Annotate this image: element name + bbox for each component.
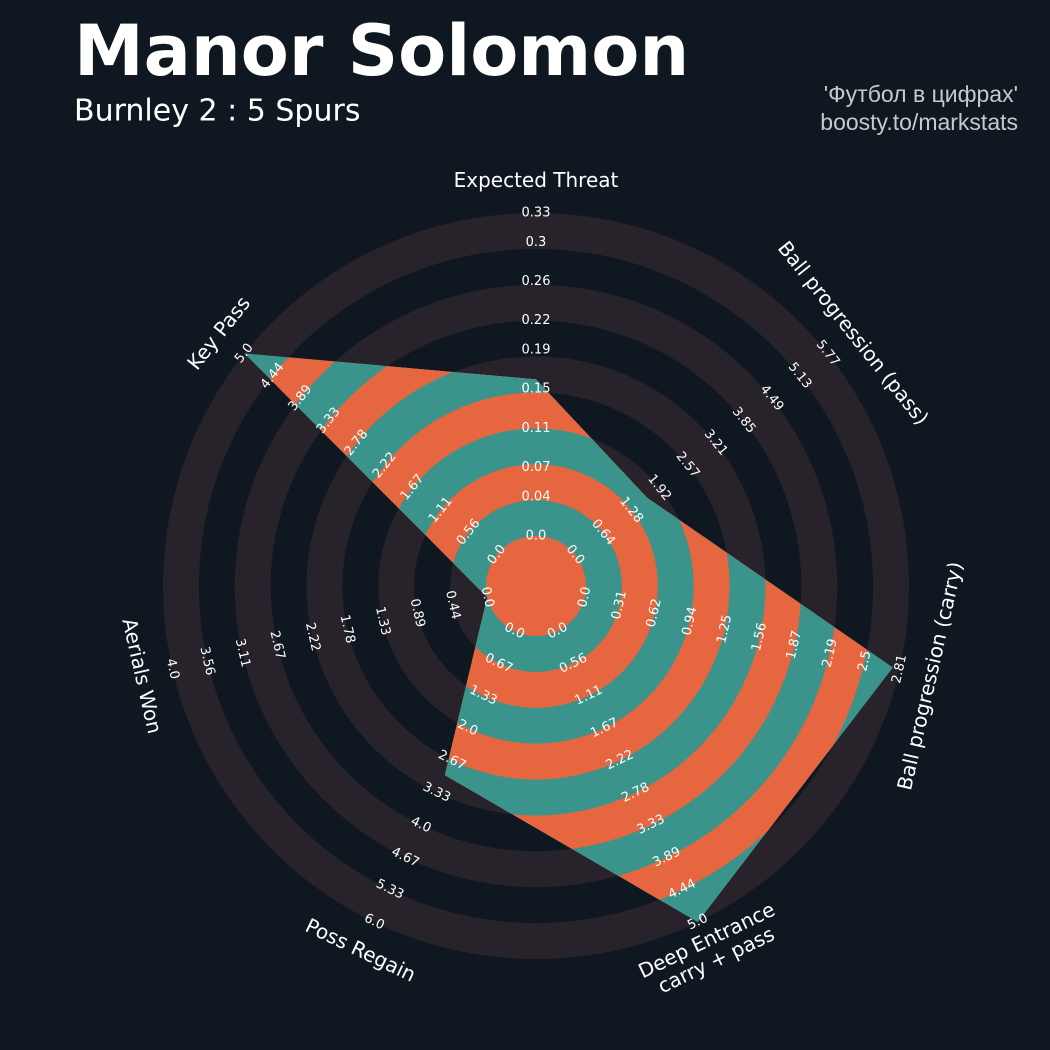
tick-label: 1.56 xyxy=(749,621,770,653)
tick-label: 2.22 xyxy=(302,621,323,653)
tick-label: 3.56 xyxy=(196,645,217,677)
tick-label: 1.33 xyxy=(372,605,393,637)
tick-label: 1.87 xyxy=(784,629,805,661)
axis-label: Expected Threat xyxy=(454,168,619,192)
credit: boosty.to/markstats xyxy=(820,109,1018,135)
tick-label: 0.3 xyxy=(526,235,547,250)
tick-label: 0.04 xyxy=(522,489,551,504)
tick-label: 1.78 xyxy=(337,613,358,645)
chart-title: Manor Solomon xyxy=(74,10,689,92)
tick-label: 4.0 xyxy=(163,657,182,681)
tick-label: 0.0 xyxy=(526,529,547,544)
tick-label: 0.07 xyxy=(522,460,551,475)
tick-label: 2.67 xyxy=(267,629,288,661)
chart-subtitle: Burnley 2 : 5 Spurs xyxy=(74,94,360,129)
filled-rings xyxy=(244,353,893,923)
tick-label: 2.19 xyxy=(820,637,841,669)
tick-label: 0.0 xyxy=(575,585,594,609)
tick-label: 0.33 xyxy=(522,206,551,221)
tick-label: 0.11 xyxy=(522,421,551,436)
tick-label: 0.62 xyxy=(644,597,665,629)
tick-label: 2.81 xyxy=(889,653,910,685)
tick-label: 0.89 xyxy=(407,597,428,629)
tick-label: 0.94 xyxy=(680,605,701,637)
tick-label: 0.44 xyxy=(442,589,463,621)
ring-fill xyxy=(486,536,586,636)
tick-label: 1.25 xyxy=(714,613,735,645)
tick-label: 3.11 xyxy=(232,637,253,669)
tick-label: 0.31 xyxy=(609,589,630,621)
axis-label-line: Expected Threat xyxy=(454,168,619,192)
tick-label: 2.5 xyxy=(855,649,874,673)
tick-label: 0.19 xyxy=(522,343,551,358)
tick-label: 0.22 xyxy=(522,313,551,328)
tick-label: 0.0 xyxy=(478,585,497,609)
tick-label: 0.26 xyxy=(522,274,551,289)
tick-label: 0.15 xyxy=(522,382,551,397)
credit: 'Футбол в цифрах' xyxy=(824,81,1018,107)
